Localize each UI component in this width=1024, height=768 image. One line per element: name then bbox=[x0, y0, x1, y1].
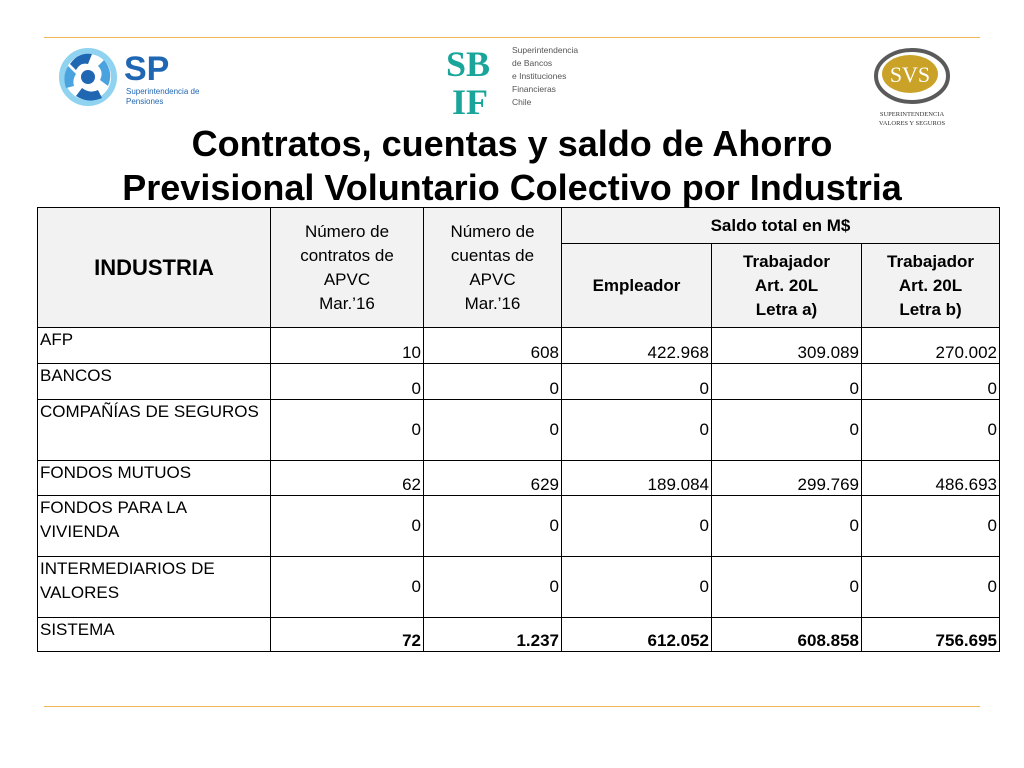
title-line-2: Previsional Voluntario Colectivo por Ind… bbox=[122, 167, 902, 208]
row-trabajador-a: 0 bbox=[711, 363, 862, 400]
row-trabajador-b: 270.002 bbox=[861, 327, 1000, 364]
svs-logo: SVS SUPERINTENDENCIA VALORES Y SEGUROS bbox=[872, 44, 952, 130]
row-cuentas: 0 bbox=[423, 556, 562, 618]
table-row: AFP 10 608 422.968 309.089 270.002 bbox=[37, 327, 1000, 364]
row-contratos: 0 bbox=[270, 495, 424, 557]
sp-logo-graphic: SP Superintendencia de Pensiones bbox=[59, 48, 200, 106]
row-industria: FONDOS MUTUOS bbox=[37, 460, 271, 496]
row-trabajador-a: 0 bbox=[711, 399, 862, 461]
header-contratos-line1: Número de bbox=[304, 221, 390, 241]
row-trabajador-a: 0 bbox=[711, 495, 862, 557]
header-industria: INDUSTRIA bbox=[37, 207, 271, 328]
row-contratos: 0 bbox=[270, 556, 424, 618]
table-row: FONDOS PARA LA VIVIENDA 0 0 0 0 0 bbox=[37, 495, 1000, 557]
row-trabajador-b: 0 bbox=[861, 495, 1000, 557]
row-cuentas: 1.237 bbox=[423, 617, 562, 652]
row-empleador: 0 bbox=[561, 399, 712, 461]
row-contratos: 62 bbox=[270, 460, 424, 496]
row-cuentas: 0 bbox=[423, 363, 562, 400]
row-empleador: 612.052 bbox=[561, 617, 712, 652]
header-trabajador-a: Trabajador Art. 20L Letra a) bbox=[711, 243, 862, 328]
svs-wordmark: SVS bbox=[890, 62, 930, 87]
bottom-divider bbox=[44, 706, 980, 707]
row-empleador: 0 bbox=[561, 363, 712, 400]
svs-logo-graphic: SVS SUPERINTENDENCIA VALORES Y SEGUROS bbox=[874, 48, 950, 127]
header-trabajador-b: Trabajador Art. 20L Letra b) bbox=[861, 243, 1000, 328]
sbif-logo: SB IF Superintendencia de Bancos e Insti… bbox=[446, 44, 586, 122]
row-trabajador-a: 309.089 bbox=[711, 327, 862, 364]
row-cuentas: 0 bbox=[423, 495, 562, 557]
table-row: BANCOS 0 0 0 0 0 bbox=[37, 363, 1000, 400]
row-empleador: 422.968 bbox=[561, 327, 712, 364]
row-industria: FONDOS PARA LA VIVIENDA bbox=[37, 495, 271, 557]
header-cuentas: Número de cuentas de APVC Mar.’16 bbox=[423, 207, 562, 328]
header-trab-b-line2: Art. 20L bbox=[898, 275, 963, 295]
svs-line2: VALORES Y SEGUROS bbox=[879, 120, 946, 127]
row-industria: SISTEMA bbox=[37, 617, 271, 652]
row-cuentas: 608 bbox=[423, 327, 562, 364]
header-trab-b-line3: Letra b) bbox=[899, 299, 962, 319]
sbif-wordmark-bottom: IF bbox=[452, 82, 488, 116]
table-row: FONDOS MUTUOS 62 629 189.084 299.769 486… bbox=[37, 460, 1000, 496]
header-contratos-line4: Mar.’16 bbox=[319, 293, 375, 313]
row-trabajador-b: 486.693 bbox=[861, 460, 1000, 496]
row-industria: BANCOS bbox=[37, 363, 271, 400]
header-trab-a-line1: Trabajador bbox=[743, 251, 830, 271]
header-row-2: Empleador Trabajador Art. 20L Letra a) T… bbox=[38, 243, 1000, 328]
svs-line1: SUPERINTENDENCIA bbox=[880, 111, 945, 118]
sbif-line1: Superintendencia bbox=[512, 45, 578, 55]
row-industria: COMPAÑÍAS DE SEGUROS bbox=[37, 399, 271, 461]
header-cuentas-line1: Número de bbox=[450, 221, 535, 241]
row-empleador: 189.084 bbox=[561, 460, 712, 496]
row-industria: INTERMEDIARIOS DE VALORES bbox=[37, 556, 271, 618]
header-trab-a-line3: Letra a) bbox=[755, 299, 818, 319]
row-cuentas: 629 bbox=[423, 460, 562, 496]
row-trabajador-b: 0 bbox=[861, 363, 1000, 400]
header-contratos-line2: contratos de bbox=[300, 245, 394, 265]
row-trabajador-a: 299.769 bbox=[711, 460, 862, 496]
header-cuentas-line4: Mar.’16 bbox=[464, 293, 521, 313]
sp-line2: Pensiones bbox=[126, 97, 163, 106]
header-saldo-total: Saldo total en M$ bbox=[561, 207, 1000, 244]
table-row-total: SISTEMA 72 1.237 612.052 608.858 756.695 bbox=[37, 617, 1000, 652]
sbif-line2: de Bancos bbox=[512, 58, 552, 68]
row-trabajador-b: 0 bbox=[861, 556, 1000, 618]
sp-logo: SP Superintendencia de Pensiones bbox=[58, 44, 218, 110]
row-empleador: 0 bbox=[561, 495, 712, 557]
row-empleador: 0 bbox=[561, 556, 712, 618]
header-contratos: Número de contratos de APVC Mar.’16 bbox=[270, 207, 424, 328]
top-divider bbox=[44, 37, 980, 38]
title-line-1: Contratos, cuentas y saldo de Ahorro bbox=[191, 123, 833, 164]
row-industria: AFP bbox=[37, 327, 271, 364]
row-contratos: 0 bbox=[270, 363, 424, 400]
row-contratos: 72 bbox=[270, 617, 424, 652]
apvc-table: INDUSTRIA Número de contratos de APVC Ma… bbox=[37, 207, 1000, 652]
header-cuentas-line2: cuentas de bbox=[450, 245, 535, 265]
row-trabajador-a: 0 bbox=[711, 556, 862, 618]
sbif-line4: Financieras bbox=[512, 84, 556, 94]
header-contratos-line3: APVC bbox=[323, 269, 371, 289]
header-trab-b-line1: Trabajador bbox=[887, 251, 974, 271]
header-cuentas-line3: APVC bbox=[469, 269, 516, 289]
sbif-logo-graphic: SB IF Superintendencia de Bancos e Insti… bbox=[446, 44, 578, 122]
row-contratos: 0 bbox=[270, 399, 424, 461]
header-row-1: INDUSTRIA Número de contratos de APVC Ma… bbox=[37, 207, 1000, 328]
row-trabajador-b: 756.695 bbox=[861, 617, 1000, 652]
sp-line1: Superintendencia de bbox=[126, 87, 200, 96]
sbif-line5: Chile bbox=[512, 97, 532, 107]
sbif-wordmark-top: SB bbox=[446, 44, 490, 84]
sp-wordmark: SP bbox=[124, 50, 169, 88]
row-trabajador-b: 0 bbox=[861, 399, 1000, 461]
row-contratos: 10 bbox=[270, 327, 424, 364]
row-cuentas: 0 bbox=[423, 399, 562, 461]
sbif-line3: e Instituciones bbox=[512, 71, 566, 81]
table-row: INTERMEDIARIOS DE VALORES 0 0 0 0 0 bbox=[37, 556, 1000, 618]
page-title: Contratos, cuentas y saldo de Ahorro Pre… bbox=[0, 122, 1024, 210]
row-trabajador-a: 608.858 bbox=[711, 617, 862, 652]
header-trab-a-line2: Art. 20L bbox=[754, 275, 819, 295]
header-empleador: Empleador bbox=[561, 243, 712, 328]
table-row: COMPAÑÍAS DE SEGUROS 0 0 0 0 0 bbox=[37, 399, 1000, 461]
